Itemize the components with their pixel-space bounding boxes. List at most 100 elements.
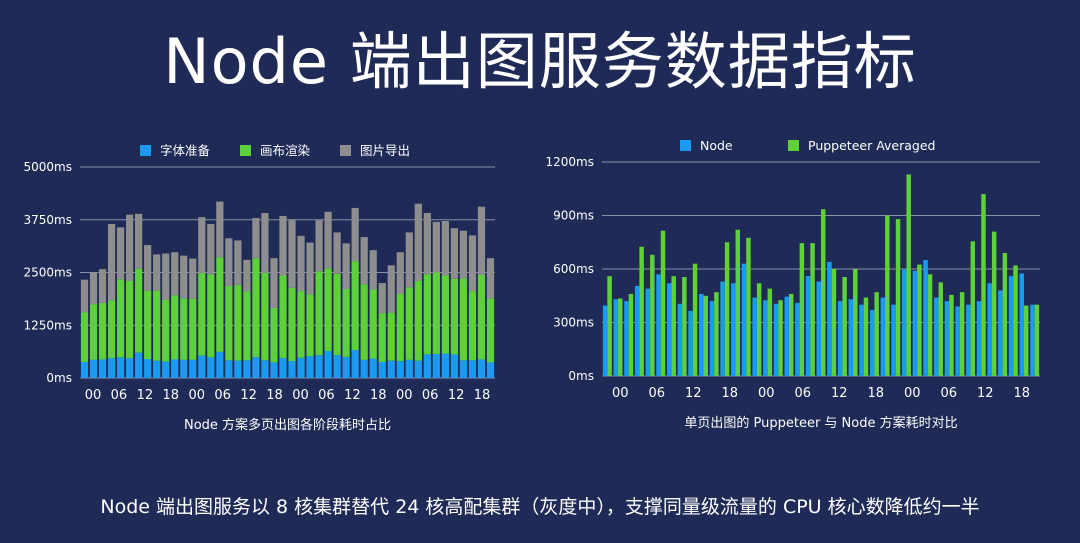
- chart2-bar: [677, 303, 683, 376]
- chart1-bar-segment: [153, 360, 161, 378]
- chart2-bar: [1023, 305, 1029, 376]
- chart2-bar: [709, 301, 715, 376]
- chart1-bar-segment: [315, 220, 323, 272]
- chart2-bar: [901, 269, 907, 376]
- chart1-bar-segment: [243, 259, 251, 292]
- chart1-bar-segment: [369, 250, 377, 290]
- chart1-bar-segment: [261, 212, 269, 273]
- chart1-bar-segment: [468, 235, 477, 292]
- chart1-bar-segment: [288, 361, 296, 378]
- chart1-bar-segment: [243, 291, 251, 361]
- chart1-bar-segment: [333, 232, 341, 274]
- chart2-x-axis-label: 单页出图的 Puppeteer 与 Node 方案耗时对比: [684, 415, 957, 431]
- puppeteer-vs-node-chart: 0ms 300ms 600ms 900ms 1200ms Node Puppeteer Av…: [530, 130, 1060, 440]
- chart1-bar-segment: [116, 279, 125, 358]
- chart1-bar-segment: [306, 242, 314, 295]
- stacked-stage-time-chart-svg: 0ms 1250ms 2500ms 3750ms 5000ms 字体准备 画布渲染 图片导出 0…: [24, 143, 495, 433]
- chart2-bar: [607, 276, 612, 376]
- chart1-bar-segment: [270, 307, 278, 363]
- chart2-bar: [724, 242, 730, 376]
- chart1-bar-segment: [387, 360, 395, 378]
- chart2-bar: [895, 219, 901, 376]
- chart1-bar-segment: [180, 255, 188, 299]
- chart2-bar: [788, 293, 794, 376]
- chart2-bar: [756, 283, 762, 376]
- chart1-bar-segment: [351, 350, 359, 378]
- chart2-bar: [778, 300, 783, 376]
- chart2-bar: [874, 292, 879, 376]
- chart1-bar-segment: [207, 357, 215, 378]
- chart1-bar-segment: [261, 272, 269, 361]
- chart2-bar: [880, 297, 886, 376]
- chart1-bar-segment: [144, 245, 152, 291]
- chart1-bar-segment: [441, 353, 449, 378]
- chart1-bar-segment: [387, 265, 395, 313]
- chart1-bar-segment: [351, 261, 359, 351]
- chart1-bar-segment: [234, 284, 242, 361]
- chart1-bar-segment: [459, 278, 468, 361]
- chart1-bar-segment: [144, 359, 152, 378]
- chart2-bar: [976, 301, 982, 376]
- chart2-bar: [991, 231, 997, 376]
- chart1-bar-segment: [342, 356, 350, 378]
- chart1-bar-segment: [288, 219, 296, 288]
- chart1-bar-segment: [324, 268, 332, 351]
- chart1-x-tick-label: 18: [370, 388, 387, 403]
- chart2-bar: [831, 269, 837, 376]
- chart1-bar-segment: [396, 361, 404, 378]
- chart2-bar: [827, 261, 832, 376]
- chart1-legend-label: 字体准备: [160, 143, 211, 158]
- chart2-bar: [1030, 304, 1035, 376]
- chart1-legend-swatch: [240, 145, 251, 156]
- chart2-x-tick-label: 18: [867, 386, 884, 401]
- chart1-legend-swatch: [340, 145, 351, 156]
- chart2-x-tick-label: 06: [940, 386, 957, 401]
- chart1-bar-segment: [477, 359, 486, 378]
- chart1-bar-segment: [80, 312, 89, 362]
- chart1-bar-segment: [288, 287, 296, 362]
- chart1-bar-segment: [252, 357, 260, 378]
- chart2-bar: [624, 301, 629, 376]
- chart1-bar-segment: [116, 227, 125, 280]
- chart1-bar-segment: [324, 211, 332, 269]
- chart2-bar: [998, 290, 1003, 376]
- chart2-y-tick-label: 900ms: [553, 209, 594, 223]
- chart1-x-tick-label: 18: [266, 388, 283, 403]
- chart2-bar: [682, 277, 687, 376]
- chart2-bar: [966, 304, 971, 376]
- chart1-y-tick-label: 5000ms: [24, 160, 72, 174]
- chart1-bar-segment: [378, 313, 386, 362]
- chart1-bar-segment: [144, 290, 152, 360]
- chart1-bar-segment: [486, 298, 495, 363]
- chart1-bar-segment: [459, 230, 468, 279]
- chart2-bar: [639, 246, 644, 376]
- chart1-bar-segment: [468, 360, 477, 378]
- chart2-x-tick-label: 00: [904, 386, 921, 401]
- chart2-bar: [981, 194, 986, 376]
- chart1-bar-segment: [198, 272, 206, 356]
- chart1-bar-segment: [369, 358, 377, 378]
- chart2-bar: [602, 305, 608, 376]
- chart1-bar-segment: [216, 351, 224, 378]
- chart2-bar: [741, 263, 747, 376]
- chart2-x-tick-label: 12: [977, 386, 994, 401]
- chart1-bar-segment: [315, 355, 323, 378]
- chart1-bar-segment: [243, 360, 251, 378]
- chart1-bar-segment: [80, 279, 89, 313]
- chart2-bar: [746, 237, 751, 376]
- chart1-x-tick-label: 12: [448, 388, 465, 403]
- chart1-bar-segment: [360, 237, 368, 285]
- chart2-bar: [938, 282, 943, 376]
- chart2-bar: [987, 283, 992, 376]
- chart2-bar: [959, 292, 965, 376]
- chart2-bar: [671, 276, 676, 376]
- chart2-bar: [752, 297, 757, 376]
- chart1-x-axis-label: Node 方案多页出图各阶段耗时占比: [184, 417, 391, 433]
- chart2-y-tick-label: 600ms: [553, 262, 594, 276]
- chart1-bar-segment: [378, 283, 386, 314]
- chart1-bar-segment: [126, 280, 134, 359]
- chart2-bar: [650, 254, 655, 376]
- chart2-bar: [1034, 304, 1040, 376]
- chart1-x-tick-label: 00: [396, 388, 413, 403]
- chart2-bar: [885, 215, 890, 376]
